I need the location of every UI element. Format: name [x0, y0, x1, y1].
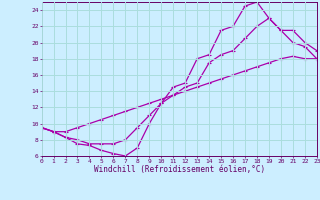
X-axis label: Windchill (Refroidissement éolien,°C): Windchill (Refroidissement éolien,°C)	[94, 165, 265, 174]
